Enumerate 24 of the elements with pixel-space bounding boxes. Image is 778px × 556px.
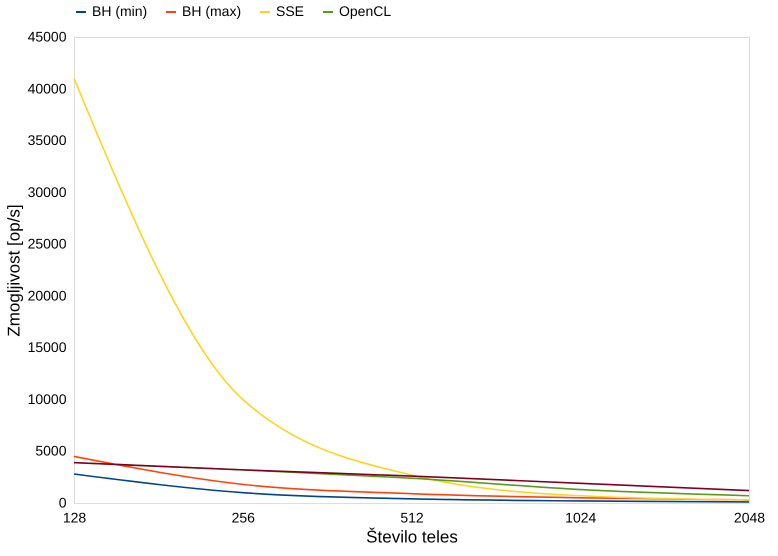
x-tick-label: 2048 [734, 510, 766, 526]
x-tick-label: 1024 [565, 510, 597, 526]
legend-label: SSE [276, 3, 304, 19]
y-axis-title: Zmogljivost [op/s] [4, 204, 24, 337]
x-axis-title: Število teles [366, 528, 458, 546]
legend-label: BH (min) [92, 3, 148, 19]
y-tick-label: 25000 [28, 236, 67, 252]
y-tick-label: 0 [58, 494, 67, 510]
line-series [73, 473, 750, 503]
x-tick-label: 512 [400, 510, 424, 526]
y-tick-label: 20000 [28, 287, 67, 304]
y-tick-label: 5000 [35, 442, 67, 459]
y-tick-label: 35000 [28, 132, 67, 148]
y-tick-label: 45000 [28, 28, 67, 44]
y-tick-label: 10000 [28, 390, 67, 407]
line-series [73, 78, 750, 501]
x-tick-label: 256 [232, 510, 256, 526]
y-tick-label: 40000 [28, 80, 67, 96]
y-tick-label: 30000 [28, 184, 67, 200]
legend-label: OpenCL [339, 3, 392, 19]
legend-label: BH (max) [182, 3, 242, 19]
y-tick-label: 15000 [28, 339, 67, 356]
line-series [73, 462, 750, 492]
x-tick-label: 128 [62, 510, 86, 526]
